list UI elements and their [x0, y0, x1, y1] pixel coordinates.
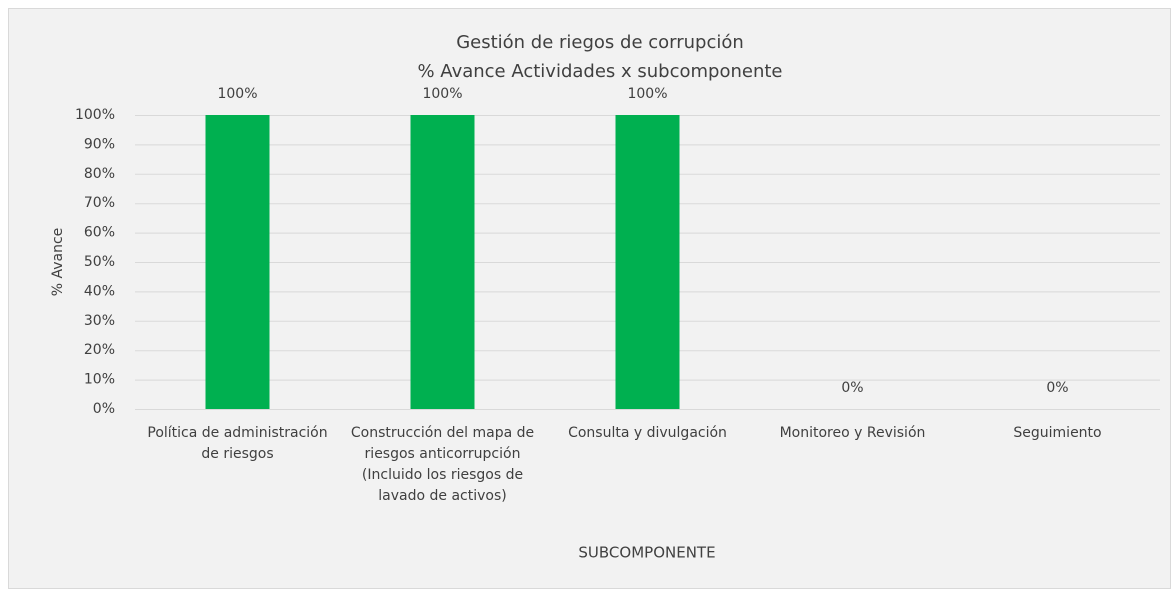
chart-title: Gestión de riegos de corrupción — [456, 32, 744, 53]
x-tick-label: Monitoreo y Revisión — [779, 425, 926, 441]
y-tick-label: 20% — [84, 342, 115, 358]
bar — [410, 115, 475, 409]
y-axis-title: % Avance — [50, 228, 66, 297]
data-label: 0% — [1046, 380, 1068, 396]
y-tick-label: 0% — [93, 401, 115, 417]
y-tick-label: 50% — [84, 254, 115, 270]
y-tick-label: 100% — [75, 107, 115, 123]
y-tick-label: 90% — [84, 136, 115, 152]
x-tick-label: Política de administración de riesgos — [147, 425, 328, 462]
bar — [205, 115, 270, 409]
y-tick-label: 60% — [84, 225, 115, 241]
data-label: 100% — [422, 86, 462, 102]
x-axis-title: SUBCOMPONENTE — [578, 544, 715, 562]
data-label: 100% — [627, 86, 667, 102]
y-tick-label: 30% — [84, 313, 115, 329]
y-tick-label: 40% — [84, 283, 115, 299]
chart-subtitle: % Avance Actividades x subcomponente — [417, 61, 782, 82]
y-tick-label: 70% — [84, 195, 115, 211]
x-tick-label: Seguimiento — [1013, 425, 1102, 441]
chart-background — [8, 8, 1171, 589]
data-label: 100% — [217, 86, 257, 102]
data-label: 0% — [841, 380, 863, 396]
x-tick-label: Construcción del mapa de riesgos anticor… — [350, 425, 535, 504]
y-tick-label: 10% — [84, 372, 115, 388]
x-tick-label: Consulta y divulgación — [568, 425, 727, 441]
bar — [615, 115, 680, 409]
y-tick-label: 80% — [84, 166, 115, 182]
